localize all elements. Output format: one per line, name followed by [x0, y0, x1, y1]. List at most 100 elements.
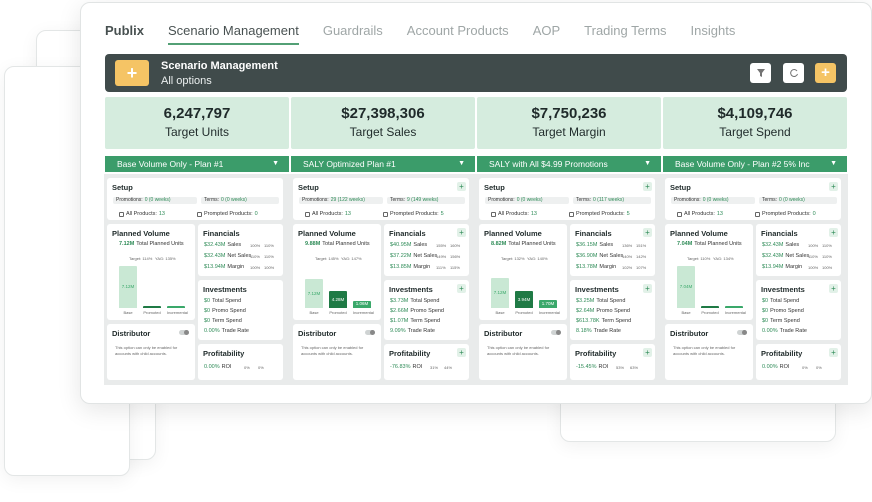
- bar-category-label: Base: [123, 310, 133, 315]
- financials-label: Net Sales: [227, 253, 252, 259]
- volume-bar: [701, 306, 719, 308]
- tab-trading-terms[interactable]: Trading Terms: [584, 23, 667, 38]
- prompted-products-checkbox[interactable]: [197, 212, 202, 217]
- financials-card: Financials $32.43M Sales 100% 110% $32.43M Net…: [198, 224, 283, 276]
- yag-percent: 156%: [450, 254, 461, 259]
- yag-percent: 151%: [636, 243, 647, 248]
- add-icon[interactable]: +: [815, 63, 836, 83]
- investments-title: Investments: [575, 285, 619, 294]
- edit-icon[interactable]: +: [457, 348, 466, 357]
- yag-percent: 107%: [636, 265, 647, 270]
- prompted-products-checkbox[interactable]: [383, 212, 388, 217]
- prompted-products-label: Prompted Products:: [204, 211, 253, 217]
- investments-row: $3.25M Total Spend: [576, 298, 625, 304]
- all-products-checkbox[interactable]: [491, 212, 496, 217]
- bar-value: 7.12M: [307, 290, 321, 296]
- prompted-products-value: 5: [626, 211, 630, 217]
- tab-guardrails[interactable]: Guardrails: [322, 23, 383, 38]
- terms-value: 0 (0 weeks): [779, 197, 805, 203]
- plan-selector[interactable]: Base Volume Only - Plan #2 5% Inc ▼: [663, 156, 847, 172]
- edit-icon[interactable]: +: [643, 182, 652, 191]
- all-products-label: All Products:: [126, 211, 157, 217]
- investments-row: 0.00% Trade Rate: [762, 328, 807, 334]
- edit-icon[interactable]: +: [829, 348, 838, 357]
- plan-column: Setup + Promotions: 29 (122 weeks) Terms: 9 (…: [290, 174, 476, 385]
- tab-insights[interactable]: Insights: [690, 23, 736, 38]
- bar-category-label: Incremental: [725, 310, 746, 315]
- filter-icon[interactable]: [750, 63, 771, 83]
- investments-row: $0 Term Spend: [762, 318, 800, 324]
- investments-label: Total Spend: [596, 298, 626, 304]
- terms-label: Terms:: [390, 197, 405, 203]
- edit-icon[interactable]: +: [829, 284, 838, 293]
- total-units-value: 9.88M: [305, 241, 321, 247]
- edit-icon[interactable]: +: [643, 348, 652, 357]
- edit-icon[interactable]: +: [457, 228, 466, 237]
- bar-value: 7.12M: [493, 289, 507, 295]
- terms-label: Terms:: [576, 197, 591, 203]
- investments-row: $0 Total Spend: [204, 298, 241, 304]
- edit-icon[interactable]: +: [457, 182, 466, 191]
- plan-selector[interactable]: SALY with All $4.99 Promotions ▼: [477, 156, 661, 172]
- investments-label: Promo Spend: [212, 308, 246, 314]
- profitability-card: Profitability 0.00% ROI 0% 0%: [198, 344, 283, 380]
- yag-percent: 110%: [264, 254, 274, 259]
- all-products-value: 13: [344, 211, 351, 217]
- financials-label: Net Sales: [413, 253, 438, 259]
- yag-percent: 160%: [450, 243, 461, 248]
- target-percent: 149%: [436, 254, 447, 259]
- prompted-products-checkbox[interactable]: [755, 212, 760, 217]
- all-products-checkbox[interactable]: [305, 212, 310, 217]
- bar-value: 0: [150, 301, 154, 306]
- financials-card: Financials + $36.15M Sales 136% 151% $36.90M Ne…: [570, 224, 655, 276]
- total-planned-units: 8.82M Total Planned Units: [491, 241, 556, 247]
- plan-selector[interactable]: SALY Optimized Plan #1 ▼: [291, 156, 475, 172]
- investments-value: $0: [762, 318, 769, 324]
- investments-value: $2.66M: [390, 308, 409, 314]
- all-products-checkbox[interactable]: [677, 212, 682, 217]
- volume-bar: [539, 300, 557, 308]
- edit-icon[interactable]: +: [643, 228, 652, 237]
- financials-row: $32.43M Sales: [204, 242, 241, 248]
- financials-label: Sales: [227, 242, 242, 248]
- yag-percent: 110%: [822, 243, 832, 248]
- target-percent: 31%: [430, 365, 439, 370]
- target-pct: Target: 114%: [129, 256, 153, 261]
- tab-scenario-management[interactable]: Scenario Management: [168, 23, 299, 45]
- plan-selector[interactable]: Base Volume Only - Plan #1 ▼: [105, 156, 289, 172]
- yag-percent: 110%: [264, 243, 274, 248]
- yag-percent: 63%: [630, 365, 639, 370]
- financials-value: $40.95M: [390, 242, 412, 248]
- financials-value: $32.43M: [762, 242, 784, 248]
- setup-card: Setup + Promotions: 0 (0 weeks) Terms: 0 (117…: [479, 178, 655, 220]
- tab-aop[interactable]: AOP: [532, 23, 561, 38]
- distributor-toggle[interactable]: [551, 330, 561, 335]
- distributor-toggle[interactable]: [737, 330, 747, 335]
- tab-account-products[interactable]: Account Products: [406, 23, 509, 38]
- distributor-toggle[interactable]: [365, 330, 375, 335]
- refresh-icon[interactable]: [783, 63, 804, 83]
- financials-row: $13.78M Margin: [576, 264, 616, 270]
- investments-row: $1.07M Term Spend: [390, 318, 440, 324]
- edit-icon[interactable]: +: [829, 228, 838, 237]
- all-products-checkbox[interactable]: [119, 212, 124, 217]
- edit-icon[interactable]: +: [643, 284, 652, 293]
- roi-row: -76.83% ROI: [390, 364, 422, 370]
- investments-row: $0 Total Spend: [762, 298, 799, 304]
- planned-volume-chart: 7.12M 4.28M 1.06M: [301, 264, 377, 308]
- target-percent: 0%: [802, 365, 808, 370]
- edit-icon[interactable]: +: [829, 182, 838, 191]
- investments-value: $2.64M: [576, 308, 595, 314]
- prompted-products-checkbox[interactable]: [569, 212, 574, 217]
- tab-bar: Publix Scenario Management Guardrails Ac…: [105, 23, 759, 45]
- bar-category-label: Incremental: [353, 310, 374, 315]
- volume-bar: [725, 306, 743, 308]
- distributor-toggle[interactable]: [179, 330, 189, 335]
- edit-icon[interactable]: +: [457, 284, 466, 293]
- setup-title: Setup: [298, 183, 319, 192]
- terms-value: 0 (117 weeks): [593, 197, 625, 203]
- profitability-card: Profitability + -15.45% ROI 53% 63%: [570, 344, 655, 380]
- financials-label: Sales: [785, 242, 800, 248]
- bar-value: 0: [174, 301, 178, 306]
- distributor-title: Distributor: [112, 329, 151, 338]
